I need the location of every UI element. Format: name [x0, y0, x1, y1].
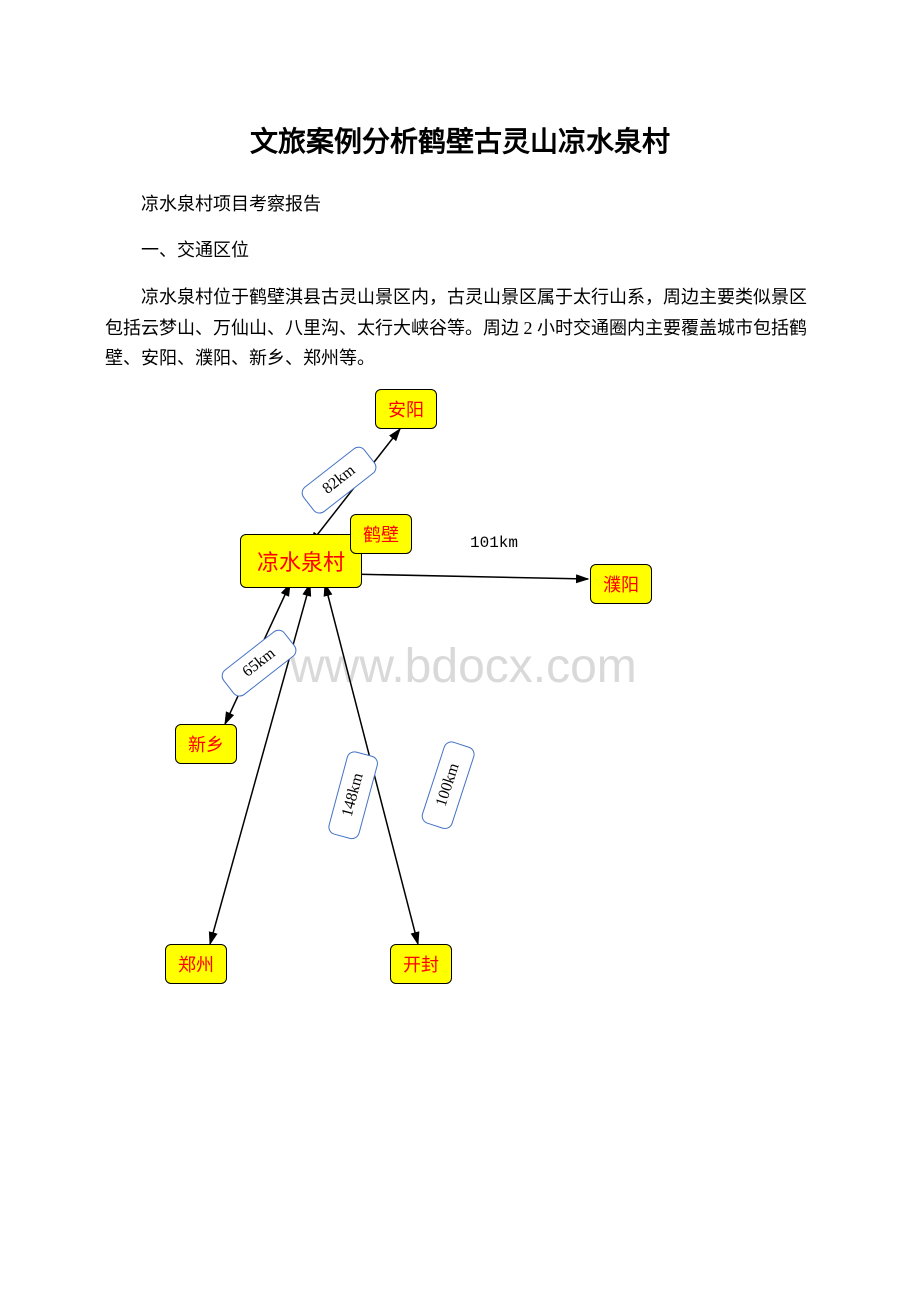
node-kaifeng: 开封 [390, 944, 452, 984]
node-anyang: 安阳 [375, 389, 437, 429]
intro-paragraph: 凉水泉村位于鹤壁淇县古灵山景区内，古灵山景区属于太行山系，周边主要类似景区包括云… [105, 282, 815, 374]
distance-101km: 101km [470, 534, 518, 552]
watermark-text: www.bdocx.com [290, 639, 637, 694]
diagram-arrows [110, 389, 810, 1029]
section-heading: 一、交通区位 [105, 236, 815, 262]
distance-148km: 148km [327, 749, 380, 841]
node-hebi: 鹤壁 [350, 514, 412, 554]
node-center-liangshuiquan: 凉水泉村 [240, 534, 362, 588]
node-zhengzhou: 郑州 [165, 944, 227, 984]
distance-82km: 82km [298, 443, 380, 517]
distance-65km: 65km [218, 626, 300, 700]
node-xinxiang: 新乡 [175, 724, 237, 764]
distance-100km: 100km [420, 739, 477, 831]
report-subtitle: 凉水泉村项目考察报告 [105, 190, 815, 216]
node-puyang: 濮阳 [590, 564, 652, 604]
page-content: 文旅案例分析鹤壁古灵山凉水泉村 凉水泉村项目考察报告 一、交通区位 凉水泉村位于… [0, 0, 920, 1029]
location-diagram: www.bdocx.com 凉水泉村 安阳 鹤壁 濮阳 新乡 郑州 开封 82k… [110, 389, 810, 1029]
page-title: 文旅案例分析鹤壁古灵山凉水泉村 [105, 120, 815, 160]
